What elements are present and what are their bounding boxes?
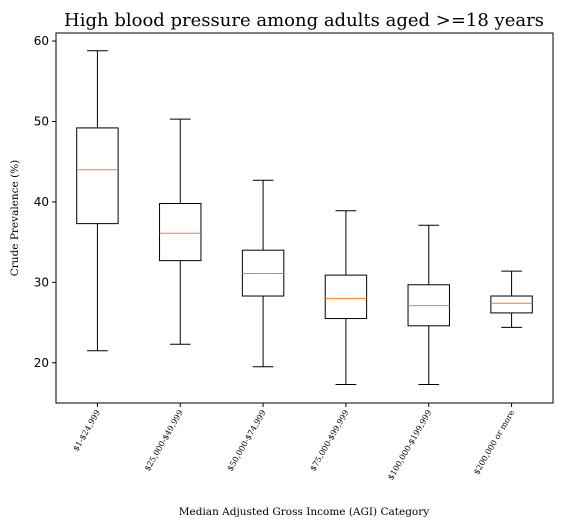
y-tick-label: 60 [34, 34, 49, 48]
iqr-box [76, 127, 119, 225]
x-tick-label: $25,000-$49,999 [143, 409, 185, 473]
y-tick-label: 40 [34, 195, 49, 209]
box-5 [407, 224, 450, 385]
y-tick-label: 50 [34, 114, 49, 128]
plot-area [55, 32, 554, 404]
boxes-group [76, 50, 533, 385]
x-tick-label: $100,000-$199,999 [386, 409, 433, 482]
box-3 [241, 179, 285, 368]
box-4 [324, 210, 368, 385]
iqr-box [490, 295, 533, 314]
x-tick-label: $50,000-$74,999 [226, 409, 268, 473]
box-1 [76, 50, 119, 352]
x-axis: $1-$24,999 $25,000-$49,999 $50,000-$74,999… [71, 403, 516, 481]
x-tick-label: $200,000 or more [472, 408, 516, 476]
iqr-box [324, 274, 368, 320]
x-tick-label: $1-$24,999 [71, 409, 102, 453]
y-axis-label: Crude Prevalence (%) [9, 160, 21, 277]
iqr-box [159, 203, 202, 262]
x-axis-label: Median Adjusted Gross Income (AGI) Categ… [179, 506, 430, 518]
box-6 [490, 270, 533, 328]
chart-title: High blood pressure among adults aged >=… [64, 10, 544, 31]
x-tick-label: $75,000-$99,999 [308, 409, 350, 473]
y-axis: 20 30 40 50 60 [34, 34, 56, 370]
y-tick-label: 30 [34, 275, 49, 289]
box-2 [159, 118, 202, 345]
y-tick-label: 20 [34, 356, 49, 370]
